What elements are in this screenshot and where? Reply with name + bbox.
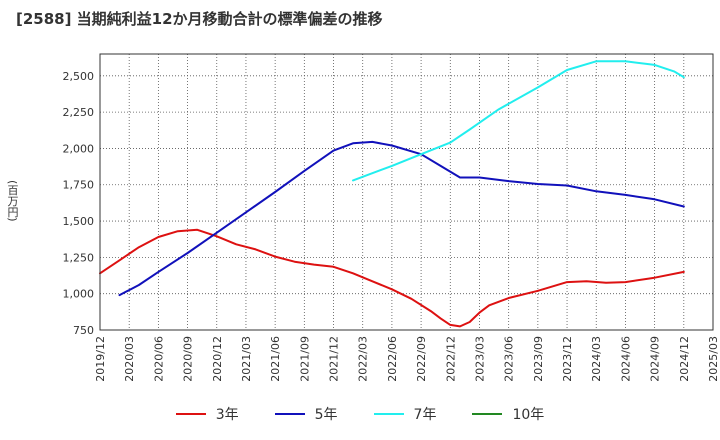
y-tick-label: 2,250 (63, 106, 95, 119)
x-tick-label: 2020/12 (211, 336, 224, 382)
legend-swatch-10y (472, 413, 503, 415)
x-tick-label: 2022/06 (386, 336, 399, 382)
y-tick-label: 1,750 (63, 179, 95, 192)
legend-item-5y: 5年 (274, 404, 338, 424)
x-tick-label: 2022/09 (415, 336, 428, 382)
x-tick-label: 2024/12 (678, 336, 691, 382)
x-tick-label: 2024/06 (619, 336, 632, 382)
legend-item-7y: 7年 (373, 404, 437, 424)
legend-item-3y: 3年 (175, 404, 239, 424)
line-chart: 750 1,000 1,250 1,500 1,750 2,000 2,250 2,500 20… (63, 53, 720, 382)
y-tick-label: 1,500 (63, 215, 95, 228)
legend-swatch-5y (274, 413, 305, 415)
legend-swatch-7y (373, 413, 404, 415)
x-tick-label: 2022/12 (444, 336, 457, 382)
legend-label-10y: 10年 (512, 407, 545, 423)
x-tick-label: 2020/09 (182, 336, 195, 382)
x-tick-label: 2021/06 (269, 336, 282, 382)
x-tick-label: 2020/06 (152, 336, 165, 382)
x-tick-label: 2021/09 (298, 336, 311, 382)
x-tick-label: 2023/09 (532, 336, 545, 382)
legend-label-3y: 3年 (215, 407, 239, 423)
legend-swatch-3y (175, 413, 206, 415)
x-tick-label: 2023/12 (561, 336, 574, 382)
series-line-7年 (352, 60, 685, 182)
x-tick-label: 2021/12 (328, 336, 341, 382)
series-line-5年 (118, 140, 685, 297)
y-tick-label: 1,000 (63, 288, 95, 301)
x-tick-label: 2023/03 (473, 336, 486, 382)
plot-area (100, 54, 713, 330)
series-line-3年 (99, 228, 685, 328)
x-tick-label: 2025/03 (707, 336, 720, 382)
legend: 3年 5年 7年 10年 (0, 404, 720, 424)
plot-frame (99, 53, 714, 331)
y-tick-label: 750 (73, 324, 94, 337)
x-tick-label: 2021/03 (240, 336, 253, 382)
x-tick-label: 2019/12 (94, 336, 107, 382)
y-tick-label: 1,250 (63, 251, 95, 264)
x-tick-label: 2024/09 (649, 336, 662, 382)
x-tick-label: 2023/06 (503, 336, 516, 382)
y-axis-label: (百万円) (6, 180, 19, 222)
x-tick-label: 2024/03 (590, 336, 603, 382)
legend-label-7y: 7年 (413, 407, 437, 423)
chart-title: [2588] 当期純利益12か月移動合計の標準偏差の推移 (16, 10, 383, 28)
y-tick-label: 2,500 (63, 70, 95, 83)
legend-label-5y: 5年 (314, 407, 338, 423)
y-tick-label: 2,000 (63, 142, 95, 155)
x-tick-label: 2020/03 (123, 336, 136, 382)
legend-item-10y: 10年 (472, 404, 544, 424)
x-tick-label: 2022/03 (357, 336, 370, 382)
